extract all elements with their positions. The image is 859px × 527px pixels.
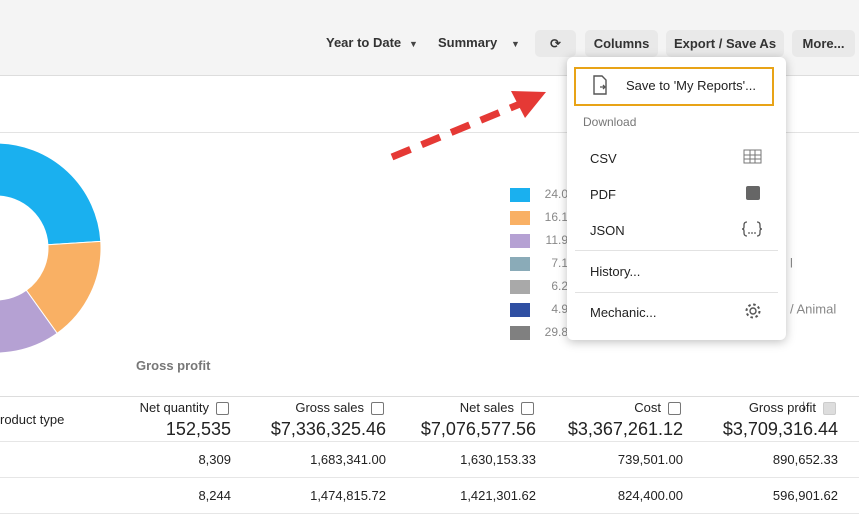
donut-slice [0,142,102,246]
column-header: Gross sales [295,400,364,415]
table-cell: 824,400.00 [617,488,683,503]
row-border [0,477,859,478]
legend-value: 11.9 [546,233,569,247]
legend-swatch [510,234,530,248]
caret: ▼ [409,39,418,49]
refresh-button[interactable]: ⟳ [535,30,576,57]
table-cell: 1,421,301.62 [460,488,536,503]
highlight-box [574,67,774,106]
columns-button[interactable]: Columns [585,30,658,57]
pdf-icon [746,186,760,200]
legend-value: 7.1 [551,256,568,270]
more-button[interactable]: More... [792,30,855,57]
table-cell: 890,652.33 [772,452,838,467]
menu-item[interactable]: JSON [590,223,625,238]
legend-swatch [510,188,530,202]
legend-value: 6.2 [551,279,568,293]
table-cell: 1,630,153.33 [460,452,536,467]
column-header: Net quantity [139,400,209,415]
export-button[interactable]: Export / Save As [666,30,784,57]
menu-item[interactable]: History... [590,264,641,279]
row-border [0,441,859,442]
column-checkbox[interactable] [371,402,384,415]
table-cell: 1,683,341.00 [310,452,386,467]
donut-chart: 24.0 16.1 11.9 7.1 6.2 4.9 29.8 l / Animal [0,142,836,354]
row-border [0,513,859,514]
table-cell: 739,501.00 [617,452,683,467]
legend-value: 4.9 [551,302,568,316]
column-header: Cost [634,400,661,415]
menu-item[interactable]: CSV [590,151,617,166]
donut-slice [0,289,58,354]
menu-section: Download [583,115,637,129]
table-cell: 1,474,815.72 [310,488,386,503]
table-border [0,396,859,397]
column-checkbox[interactable] [823,402,836,415]
legend-value: 24.0 [545,187,569,201]
legend-swatch [510,326,530,340]
sort-arrow: ↓ [800,397,808,414]
menu-divider [575,292,778,293]
period-select[interactable]: Year to Date [326,35,402,50]
save-icon [593,75,607,95]
legend-value: 29.8 [545,325,569,339]
legend-value: 16.1 [545,210,569,224]
column-checkbox[interactable] [216,402,229,415]
column-checkbox[interactable] [668,402,681,415]
column-total: $3,367,261.12 [567,419,683,439]
legend-swatch [510,280,530,294]
column-header: roduct type [0,412,65,427]
legend-label: / Animal [790,301,836,316]
column-total: 152,535 [165,419,231,439]
column-total: $7,076,577.56 [420,419,536,439]
gear-icon [745,303,761,319]
column-checkbox[interactable] [521,402,534,415]
table-cell: 8,244 [198,488,231,503]
column-header: Net sales [459,400,514,415]
menu-divider [575,250,778,251]
legend-swatch [510,303,530,317]
caret: ▼ [511,39,520,49]
column-total: $7,336,325.46 [270,419,386,439]
column-header: Gross profit [748,400,816,415]
legend-label: l [790,255,793,270]
column-total: $3,709,316.44 [722,419,838,439]
menu-item[interactable]: Save to 'My Reports'... [626,78,756,93]
csv-icon [743,149,762,164]
view-select[interactable]: Summary [438,35,498,50]
menu-item[interactable]: PDF [590,187,616,202]
export-menu: Save to 'My Reports'... Download CSV PDF… [567,57,786,340]
json-icon [741,221,763,237]
menu-item[interactable]: Mechanic... [590,305,657,320]
table-cell: 8,309 [198,452,231,467]
table-cell: 596,901.62 [772,488,838,503]
legend-swatch [510,211,530,225]
legend-swatch [510,257,530,271]
chart-label: Gross profit [136,358,211,373]
